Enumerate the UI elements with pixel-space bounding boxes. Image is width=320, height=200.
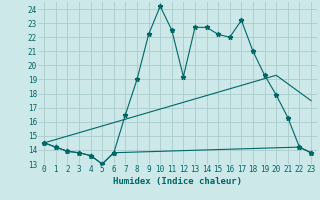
X-axis label: Humidex (Indice chaleur): Humidex (Indice chaleur): [113, 177, 242, 186]
